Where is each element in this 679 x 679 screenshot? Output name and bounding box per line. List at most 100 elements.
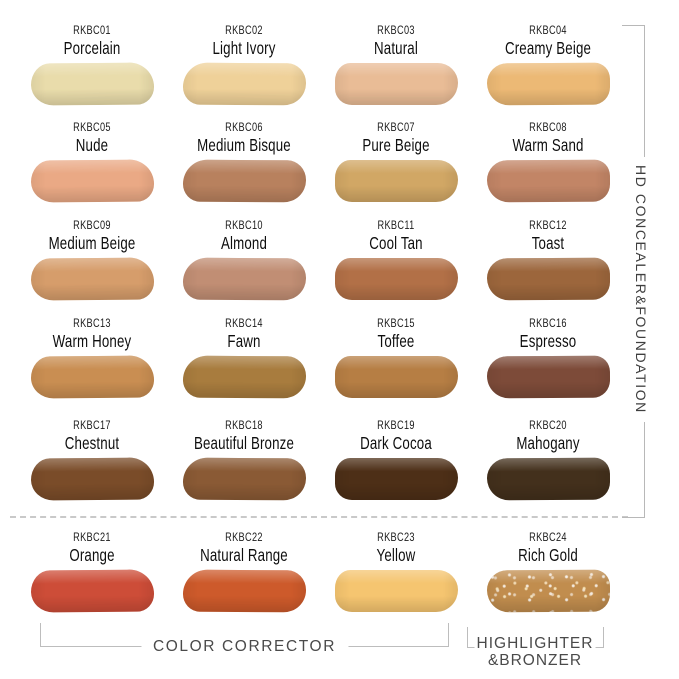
shade-swatch	[30, 457, 154, 501]
shade-swatch	[182, 569, 306, 613]
shade-name: Creamy Beige	[504, 38, 592, 58]
shade-swatch	[486, 569, 610, 613]
shade-code: RKBC17	[73, 420, 111, 432]
shade-code: RKBC12	[529, 220, 567, 232]
shade-swatch	[182, 62, 306, 106]
shade-swatch	[334, 63, 458, 105]
shade-name: Beautiful Bronze	[193, 433, 295, 453]
highlighter-label-line1: HIGHLIGHTER	[476, 635, 594, 652]
shade-code: RKBC08	[529, 122, 567, 134]
shade-swatch	[182, 457, 306, 501]
shade-name: Cool Tan	[369, 233, 423, 253]
shade-code: RKBC23	[377, 532, 415, 544]
shade-name: Warm Honey	[52, 331, 132, 351]
shade-name: Yellow	[376, 545, 416, 565]
shade-swatch	[182, 257, 306, 301]
shade-name: Medium Beige	[48, 233, 136, 253]
shade-code: RKBC19	[377, 420, 415, 432]
shade-code: RKBC20	[529, 420, 567, 432]
shade-code: RKBC04	[529, 25, 567, 37]
swatch-cell: RKBC06 Medium Bisque	[168, 122, 320, 220]
shade-name: Espresso	[519, 331, 577, 351]
shade-code: RKBC15	[377, 318, 415, 330]
shade-name: Toffee	[377, 331, 415, 351]
shade-code: RKBC18	[225, 420, 263, 432]
shade-swatch	[486, 355, 610, 399]
shade-code: RKBC13	[73, 318, 111, 330]
highlighter-bronzer-bracket-left	[467, 627, 482, 648]
shade-swatch	[486, 62, 610, 106]
separator-dashed-line	[10, 516, 628, 518]
shade-code: RKBC01	[73, 25, 111, 37]
shade-name: Medium Bisque	[197, 135, 291, 155]
swatch-cell: RKBC02 Light Ivory	[168, 25, 320, 122]
shade-code: RKBC21	[73, 532, 111, 544]
shade-name: Orange	[69, 545, 115, 565]
shade-code: RKBC22	[225, 532, 263, 544]
swatch-cell: RKBC12 Toast	[472, 220, 624, 318]
highlighter-bronzer-label: HIGHLIGHTER &BRONZER	[474, 635, 596, 669]
swatch-cell: RKBC05 Nude	[16, 122, 168, 220]
shade-swatch	[334, 258, 458, 300]
shade-code: RKBC11	[377, 220, 415, 232]
swatch-cell: RKBC17 Chestnut	[16, 420, 168, 516]
highlighter-bronzer-bracket-right	[589, 627, 604, 648]
shade-name: Dark Cocoa	[360, 433, 432, 453]
shade-code: RKBC03	[377, 25, 415, 37]
swatch-cell: RKBC11 Cool Tan	[320, 220, 472, 318]
shade-name: Nude	[75, 135, 109, 155]
swatch-cell: RKBC08 Warm Sand	[472, 122, 624, 220]
shade-code: RKBC06	[225, 122, 263, 134]
swatch-cell: RKBC22 Natural Range	[168, 532, 320, 628]
swatch-cell: RKBC07 Pure Beige	[320, 122, 472, 220]
concealer-foundation-grid: RKBC01 Porcelain RKBC02 Light Ivory RKBC…	[16, 25, 624, 516]
corrector-highlighter-grid: RKBC21 Orange RKBC22 Natural Range RKBC2…	[16, 532, 624, 628]
shade-swatch	[182, 355, 306, 399]
shade-code: RKBC02	[225, 25, 263, 37]
swatch-cell: RKBC09 Medium Beige	[16, 220, 168, 318]
highlighter-label-line2: &BRONZER	[487, 651, 583, 669]
shade-code: RKBC05	[73, 122, 111, 134]
shade-swatch	[334, 160, 458, 202]
shade-swatch	[334, 570, 458, 612]
shade-name: Fawn	[227, 331, 261, 351]
swatch-cell: RKBC10 Almond	[168, 220, 320, 318]
swatch-cell: RKBC19 Dark Cocoa	[320, 420, 472, 516]
swatch-cell: RKBC04 Creamy Beige	[472, 25, 624, 122]
shade-name: Mahogany	[516, 433, 580, 453]
shade-name: Rich Gold	[518, 545, 578, 565]
shade-swatch	[182, 159, 306, 203]
swatch-cell: RKBC16 Espresso	[472, 318, 624, 420]
shade-name: Natural Range	[200, 545, 288, 565]
color-corrector-bracket: COLOR CORRECTOR	[40, 623, 449, 656]
shade-swatch	[486, 159, 610, 203]
shade-name: Chestnut	[64, 433, 120, 453]
shade-name: Almond	[220, 233, 268, 253]
shade-name: Porcelain	[63, 38, 121, 58]
shade-code: RKBC24	[529, 532, 567, 544]
swatch-cell: RKBC13 Warm Honey	[16, 318, 168, 420]
shade-swatch	[30, 257, 154, 301]
swatch-cell: RKBC23 Yellow	[320, 532, 472, 628]
shade-swatch	[30, 355, 154, 399]
swatch-cell: RKBC03 Natural	[320, 25, 472, 122]
hd-concealer-foundation-label: HD CONCEALER&FOUNDATION	[633, 157, 649, 422]
shade-name: Warm Sand	[512, 135, 584, 155]
shade-swatch	[30, 569, 154, 613]
shade-code: RKBC09	[73, 220, 111, 232]
shade-name: Pure Beige	[362, 135, 430, 155]
swatch-cell: RKBC21 Orange	[16, 532, 168, 628]
swatch-cell: RKBC24 Rich Gold	[472, 532, 624, 628]
shade-swatch	[334, 356, 458, 398]
shade-code: RKBC07	[377, 122, 415, 134]
shade-swatch	[334, 458, 458, 500]
shade-code: RKBC10	[225, 220, 263, 232]
swatch-cell: RKBC14 Fawn	[168, 318, 320, 420]
shade-swatch	[30, 159, 154, 203]
color-corrector-label: COLOR CORRECTOR	[140, 638, 349, 656]
shade-code: RKBC16	[529, 318, 567, 330]
swatch-cell: RKBC18 Beautiful Bronze	[168, 420, 320, 516]
swatch-cell: RKBC15 Toffee	[320, 318, 472, 420]
shade-name: Light Ivory	[212, 38, 276, 58]
